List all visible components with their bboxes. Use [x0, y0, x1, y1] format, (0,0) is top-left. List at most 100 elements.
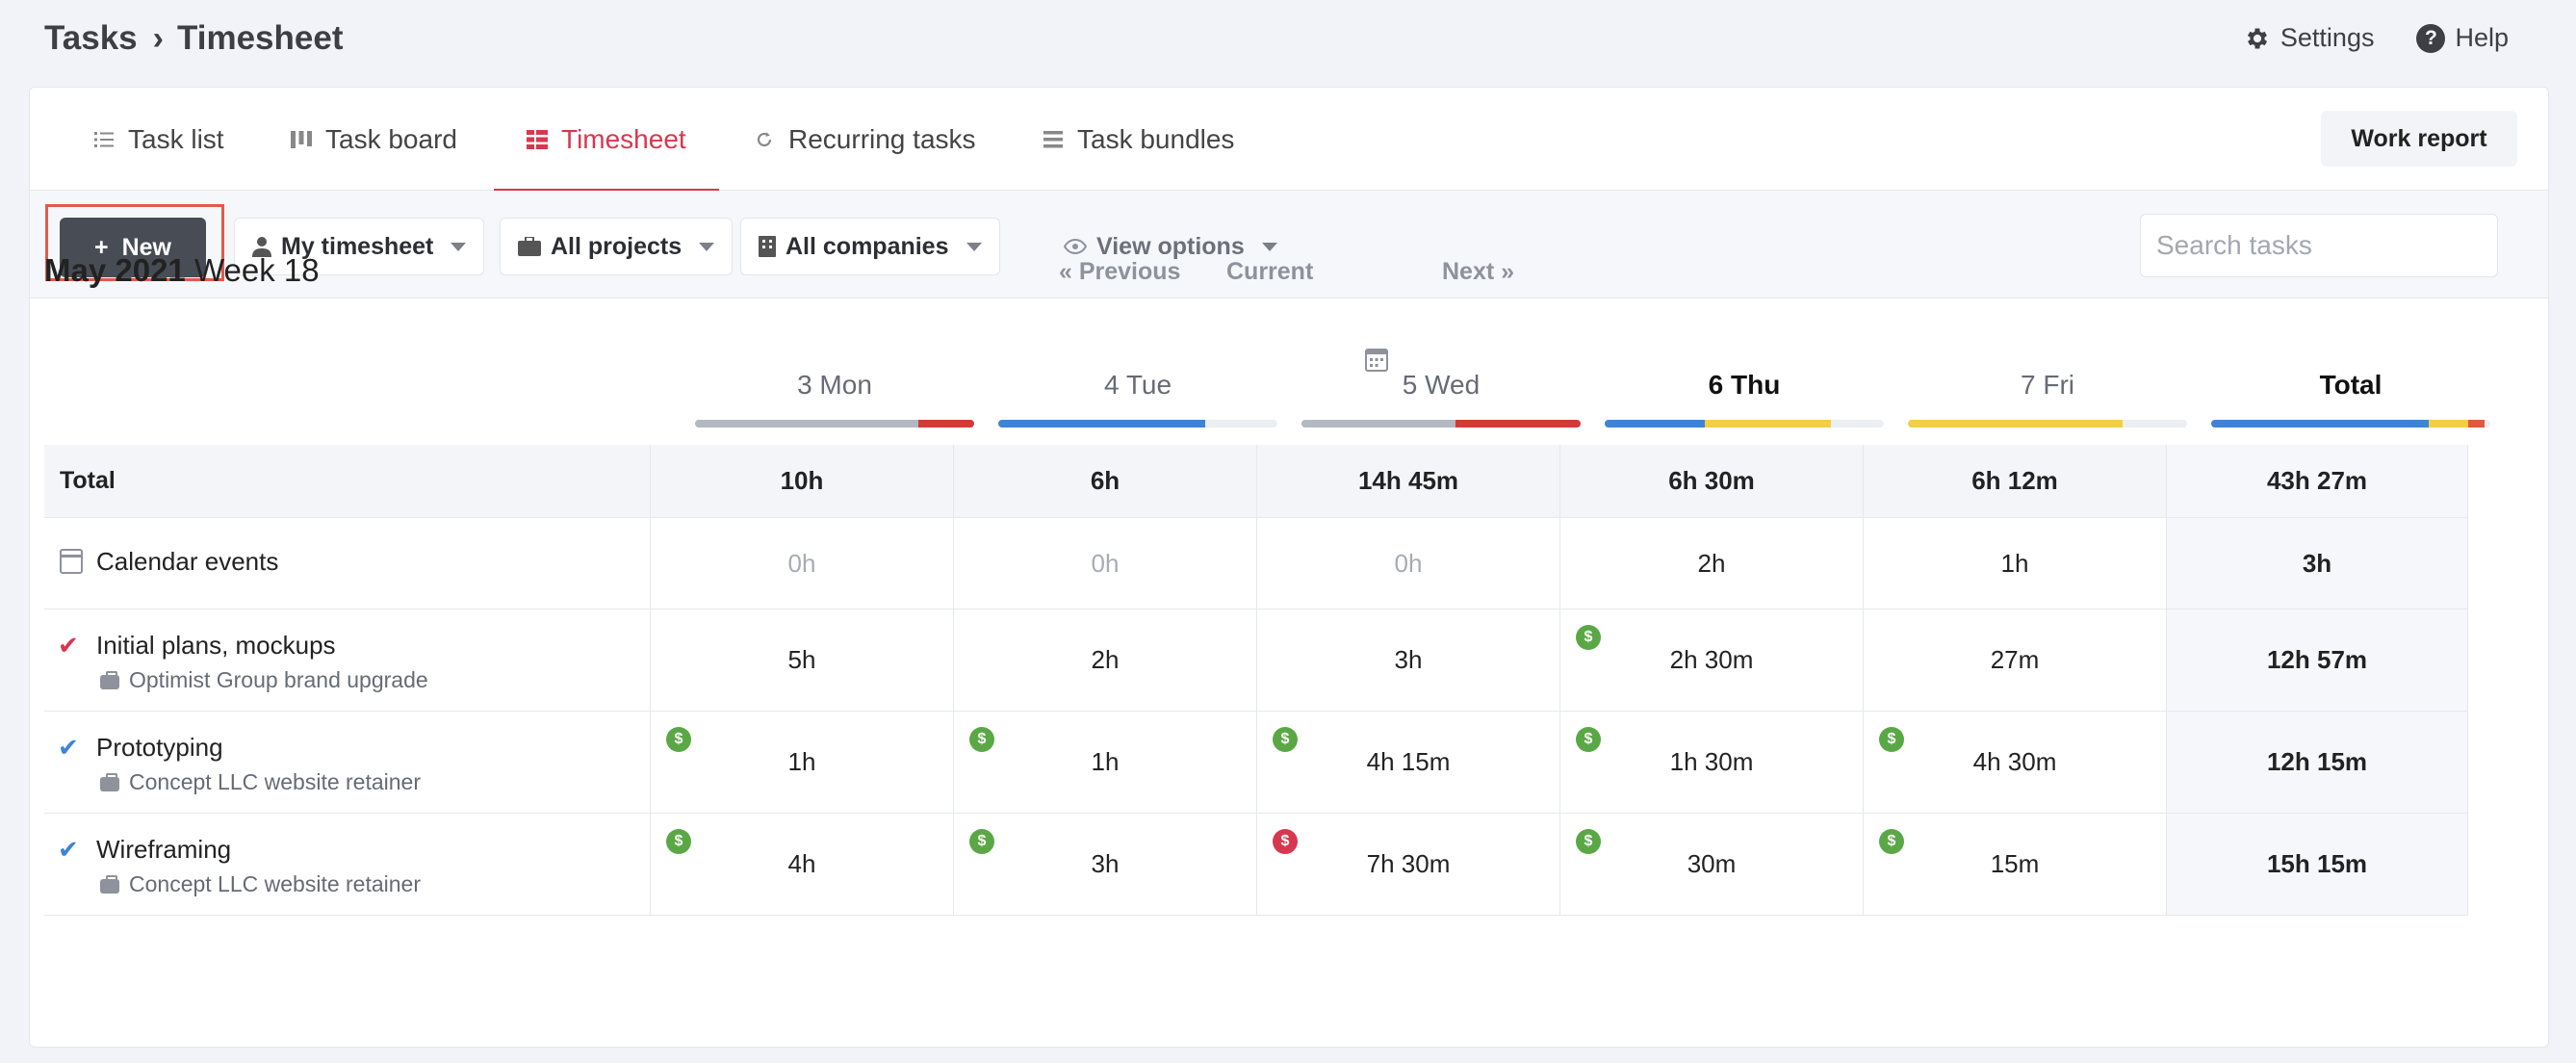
calendar-icon: [60, 549, 83, 574]
time-value: 7h 30m: [1366, 849, 1451, 878]
time-cell[interactable]: 2h 30m $: [1560, 609, 1864, 711]
bundle-icon: [1043, 129, 1064, 150]
chevron-down-icon: [966, 242, 982, 251]
checkmark-icon[interactable]: ✔: [58, 733, 79, 762]
total-cell: 6h 12m: [1864, 445, 2167, 517]
time-value: 27m: [1990, 645, 2040, 674]
billable-icon: $: [1576, 727, 1601, 752]
time-cell[interactable]: 4h 15m $: [1257, 712, 1560, 813]
time-cell[interactable]: 5h: [651, 609, 954, 711]
current-week-link[interactable]: Current: [1226, 258, 1314, 285]
period-week: Week 18: [193, 252, 320, 288]
gear-icon: [2247, 28, 2267, 48]
board-icon: [291, 129, 312, 150]
task-row: ✔ Initial plans, mockups Optimist Group br…: [44, 609, 2468, 712]
search-input[interactable]: [2140, 214, 2498, 277]
calendar-cell[interactable]: 2h: [1560, 518, 1864, 609]
settings-link[interactable]: Settings: [2244, 23, 2375, 53]
time-value: 2h: [1091, 645, 1120, 674]
calendar-cell[interactable]: 1h: [1864, 518, 2167, 609]
view-options-dropdown[interactable]: View options: [1046, 218, 1295, 275]
time-cell[interactable]: 15m $: [1864, 814, 2167, 915]
billable-icon: $: [666, 727, 691, 752]
time-cell[interactable]: 1h $: [954, 712, 1257, 813]
settings-label: Settings: [2280, 23, 2375, 52]
tab-task-board[interactable]: Task board: [291, 88, 457, 191]
total-row: Total 10h 6h 14h 45m 6h 30m 6h 12m 43h 2…: [44, 445, 2468, 518]
all-companies-dropdown[interactable]: All companies: [740, 218, 1000, 275]
non-billable-icon: $: [1273, 829, 1298, 854]
calendar-cell[interactable]: 0h: [954, 518, 1257, 609]
task-title[interactable]: Prototyping: [96, 733, 223, 762]
task-name-cell: ✔ Initial plans, mockups Optimist Group br…: [44, 609, 651, 711]
time-cell[interactable]: 7h 30m $: [1257, 814, 1560, 915]
calendar-events-label: Calendar events: [96, 547, 279, 576]
day-hours-bar-segment: [1705, 420, 1831, 428]
task-title[interactable]: Wireframing: [96, 835, 232, 864]
total-cell: 14h 45m: [1257, 445, 1560, 517]
task-title[interactable]: Initial plans, mockups: [96, 631, 336, 660]
tab-label: Timesheet: [561, 123, 686, 154]
task-project[interactable]: Optimist Group brand upgrade: [129, 667, 428, 692]
time-cell[interactable]: 30m $: [1560, 814, 1864, 915]
time-value: 3h: [1394, 645, 1423, 674]
breadcrumb-root[interactable]: Tasks: [44, 19, 138, 57]
tab-label: Task board: [325, 123, 457, 154]
calendar-cell[interactable]: 0h: [651, 518, 954, 609]
billable-icon: $: [969, 829, 994, 854]
column-header: 6 Thu: [1708, 370, 1781, 400]
time-cell[interactable]: 3h: [1257, 609, 1560, 711]
time-value: 4h 30m: [1972, 747, 2057, 776]
billable-icon: $: [666, 829, 691, 854]
tab-recurring-tasks[interactable]: Recurring tasks: [754, 88, 976, 191]
time-cell[interactable]: 1h 30m $: [1560, 712, 1864, 813]
task-total-cell: 12h 57m: [2167, 609, 2468, 711]
day-hours-bar-segment: [2429, 420, 2468, 428]
task-project[interactable]: Concept LLC website retainer: [129, 769, 421, 794]
day-hours-bar: [1908, 420, 2187, 428]
calendar-cell[interactable]: 0h: [1257, 518, 1560, 609]
grand-total-cell: 43h 27m: [2167, 445, 2468, 517]
time-cell[interactable]: 4h $: [651, 814, 954, 915]
day-hours-bar-segment: [2211, 420, 2430, 428]
tab-timesheet[interactable]: Timesheet: [494, 88, 719, 192]
task-total-cell: 15h 15m: [2167, 814, 2468, 915]
time-cell[interactable]: 27m: [1864, 609, 2167, 711]
timesheet-grid: Total 10h 6h 14h 45m 6h 30m 6h 12m 43h 2…: [44, 445, 2468, 916]
time-cell[interactable]: 2h: [954, 609, 1257, 711]
checkmark-icon[interactable]: ✔: [58, 835, 79, 864]
refresh-icon: [754, 129, 775, 150]
billable-icon: $: [1576, 625, 1601, 650]
total-cell: 6h: [954, 445, 1257, 517]
task-project[interactable]: Concept LLC website retainer: [129, 871, 421, 896]
briefcase-icon: [100, 671, 119, 689]
time-cell[interactable]: 4h 30m $: [1864, 712, 2167, 813]
task-row: ✔ Wireframing Concept LLC website retainer…: [44, 814, 2468, 916]
time-cell[interactable]: 1h $: [651, 712, 954, 813]
day-hours-bar-segment: [695, 420, 918, 428]
time-value: 15m: [1990, 849, 2040, 878]
dropdown-label: View options: [1096, 232, 1245, 260]
tab-task-bundles[interactable]: Task bundles: [1043, 88, 1234, 191]
day-hours-bar-segment: [1605, 420, 1706, 428]
my-timesheet-dropdown[interactable]: My timesheet: [234, 218, 485, 275]
tab-label: Task list: [128, 123, 224, 154]
next-week-link[interactable]: Next »: [1442, 258, 1515, 285]
time-value: 1h 30m: [1669, 747, 1754, 776]
list-icon: [93, 129, 115, 150]
all-projects-dropdown[interactable]: All projects: [500, 218, 734, 275]
chevron-down-icon: [1261, 242, 1277, 251]
time-value: 2h 30m: [1669, 645, 1754, 674]
tab-task-list[interactable]: Task list: [93, 88, 224, 191]
time-cell[interactable]: 3h $: [954, 814, 1257, 915]
calendar-picker-icon[interactable]: [1365, 347, 1388, 372]
help-link[interactable]: ? Help: [2416, 23, 2509, 53]
previous-week-link[interactable]: « Previous: [1059, 258, 1181, 285]
help-icon: ?: [2416, 23, 2446, 53]
time-value: 30m: [1687, 849, 1737, 878]
checkmark-icon[interactable]: ✔: [58, 631, 79, 660]
new-button[interactable]: + New: [60, 218, 206, 277]
work-report-button[interactable]: Work report: [2321, 111, 2517, 167]
tab-bar: Task list Task board Timesheet Recurring…: [30, 88, 2548, 192]
building-icon: [759, 236, 776, 257]
